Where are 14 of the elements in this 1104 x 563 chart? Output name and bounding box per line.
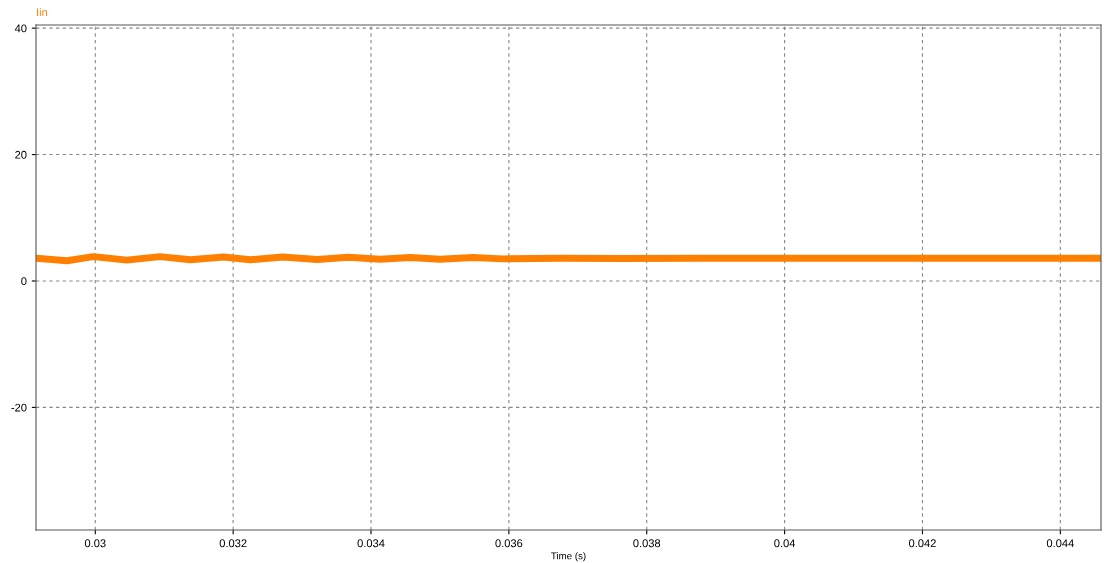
- x-tick-label: 0.044: [1046, 539, 1074, 548]
- x-tick-label: 0.03: [84, 539, 106, 548]
- y-tick-label: 0: [21, 277, 27, 286]
- x-axis-title: Time (s): [551, 552, 586, 562]
- x-tick-label: 0.036: [495, 539, 523, 548]
- y-tick-label: -20: [11, 403, 27, 412]
- x-tick-label: 0.038: [633, 539, 661, 548]
- x-tick-label: 0.034: [357, 539, 385, 548]
- x-tick-label: 0.04: [774, 539, 796, 548]
- text: Iin: [37, 8, 48, 17]
- x-tick-label: 0.032: [219, 539, 247, 548]
- x-tick-label: 0.042: [909, 539, 936, 548]
- y-tick-label: 40: [14, 24, 27, 33]
- y-tick-label: 20: [15, 150, 27, 159]
